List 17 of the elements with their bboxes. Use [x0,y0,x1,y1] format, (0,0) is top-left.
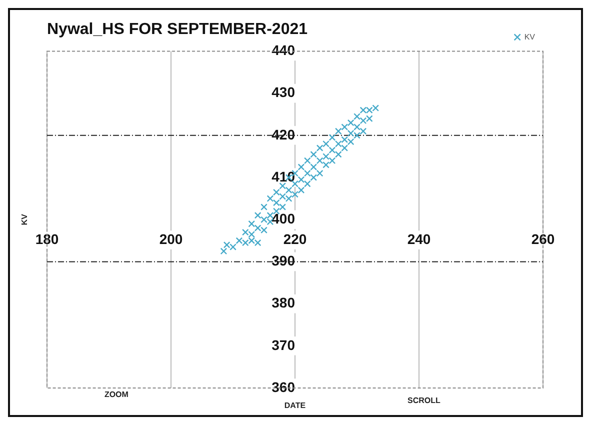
y-tick-label: 440 [272,42,296,58]
x-tick-label: 200 [159,230,183,247]
legend-label: KV [524,32,536,42]
text: SCROLL [408,396,441,406]
x-tick-label: 180 [35,230,59,247]
y-tick-label: 360 [272,378,296,395]
x-tick-label: 220 [283,230,307,247]
y-tick-label: 370 [272,336,296,353]
chart-title: Nywal_HS FOR SEPTEMBER-2021 [47,21,308,38]
y-axis-title: KV [20,213,30,226]
y-tick-label: 400 [272,210,296,226]
x-tick-label: 240 [407,230,431,247]
y-tick-label: 430 [272,84,296,100]
x-tick-label: 260 [531,230,555,247]
y-tick-label: 380 [272,294,296,311]
text: ZOOM [104,390,129,400]
x-axis-title: DATE [284,401,306,410]
